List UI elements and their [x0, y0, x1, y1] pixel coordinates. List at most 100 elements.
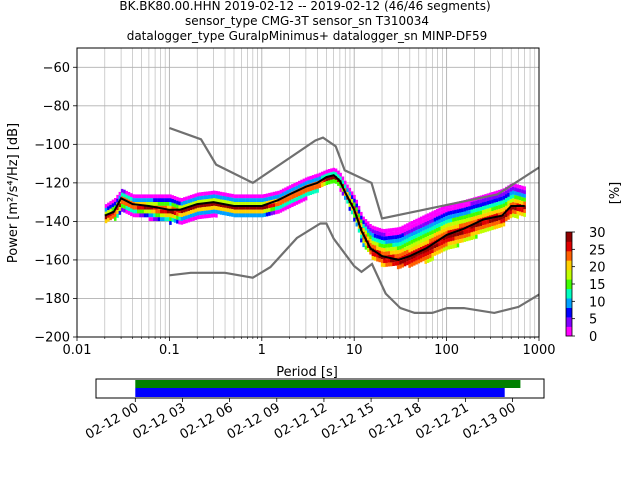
histogram-cell — [307, 180, 310, 185]
histogram-cell — [424, 233, 427, 238]
histogram-cell — [157, 198, 161, 203]
histogram-cell — [399, 260, 402, 265]
histogram-cell — [486, 223, 490, 228]
histogram-cell — [477, 203, 480, 208]
histogram-cell — [281, 200, 285, 204]
histogram-cell — [482, 213, 485, 218]
histogram-cell — [408, 241, 411, 245]
histogram-cell — [424, 225, 427, 230]
histogram-cell — [463, 234, 467, 239]
histogram-cell — [449, 207, 453, 211]
histogram-cell — [410, 224, 414, 229]
histogram-cell — [369, 239, 372, 244]
histogram-cell — [327, 172, 331, 177]
histogram-cell — [463, 207, 467, 212]
histogram-cell — [445, 219, 448, 224]
histogram-cell — [185, 207, 188, 212]
histogram-cell — [470, 209, 473, 214]
histogram-cell — [247, 194, 250, 199]
histogram-cell — [139, 194, 142, 199]
histogram-cell — [141, 198, 145, 203]
histogram-cell — [390, 228, 393, 233]
histogram-cell — [107, 217, 110, 222]
histogram-cell — [323, 178, 326, 183]
histogram-cell — [300, 183, 303, 188]
histogram-cell — [215, 209, 218, 214]
histogram-cell — [334, 179, 338, 184]
histogram-cell — [442, 236, 446, 241]
histogram-cell — [288, 185, 292, 190]
histogram-cell — [183, 216, 186, 221]
histogram-cell — [275, 202, 278, 207]
histogram-cell — [137, 213, 140, 218]
histogram-cell — [456, 239, 460, 244]
histogram-cell — [507, 196, 510, 201]
histogram-cell — [406, 238, 409, 243]
histogram-cell — [401, 259, 404, 264]
histogram-cell — [403, 228, 407, 233]
histogram-cell — [373, 256, 377, 261]
histogram-cell — [486, 204, 490, 209]
colorbar-band — [566, 279, 572, 290]
histogram-cell — [468, 229, 471, 233]
histogram-cell — [449, 222, 453, 227]
histogram-cell — [304, 188, 308, 193]
histogram-cell — [114, 209, 117, 214]
histogram-cell — [162, 213, 165, 218]
histogram-cell — [419, 228, 423, 232]
histogram-cell — [516, 188, 519, 193]
histogram-cell — [346, 192, 349, 196]
histogram-cell — [456, 232, 460, 236]
histogram-cell — [249, 213, 253, 218]
histogram-cell — [125, 209, 128, 214]
noise-model-high-line — [169, 126, 539, 220]
histogram-cell — [447, 238, 450, 242]
histogram-cell — [346, 188, 349, 193]
histogram-cell — [277, 190, 280, 195]
histogram-cell — [429, 227, 432, 232]
histogram-cell — [141, 202, 145, 206]
histogram-cell — [155, 202, 158, 206]
histogram-cell — [348, 187, 352, 192]
histogram-cell — [472, 216, 476, 221]
histogram-cell — [509, 199, 513, 203]
histogram-cell — [438, 246, 441, 250]
histogram-cell — [498, 224, 501, 228]
histogram-cell — [116, 210, 119, 214]
histogram-cell — [252, 205, 255, 210]
histogram-cell — [238, 209, 241, 214]
histogram-cell — [521, 189, 524, 194]
histogram-cell — [272, 191, 276, 196]
colorbar-band — [566, 326, 572, 337]
histogram-cell — [118, 191, 122, 196]
histogram-cell — [406, 257, 409, 262]
histogram-cell — [413, 238, 416, 243]
histogram-cell — [235, 202, 239, 206]
histogram-cell — [275, 210, 278, 215]
histogram-cell — [399, 253, 402, 258]
histogram-cell — [387, 239, 391, 244]
histogram-cell — [403, 258, 407, 263]
histogram-cell — [383, 229, 386, 233]
histogram-cell — [452, 237, 455, 241]
histogram-cell — [417, 225, 421, 230]
histogram-cell — [148, 205, 151, 210]
histogram-cell — [468, 210, 471, 214]
histogram-cell — [314, 185, 317, 190]
histogram-cell — [511, 213, 515, 218]
histogram-cell — [164, 217, 168, 222]
histogram-cell — [362, 216, 365, 221]
histogram-cell — [249, 194, 253, 199]
histogram-cell — [203, 203, 207, 207]
histogram-cell — [431, 237, 434, 242]
histogram-cell — [484, 205, 487, 210]
histogram-cell — [401, 229, 404, 234]
histogram-cell — [424, 241, 427, 245]
histogram-cell — [127, 195, 131, 200]
histogram-cell — [355, 218, 358, 223]
histogram-cell — [413, 246, 416, 251]
histogram-cell — [445, 235, 448, 239]
histogram-cell — [376, 246, 379, 251]
histogram-cell — [449, 245, 453, 249]
histogram-cell — [252, 209, 255, 214]
